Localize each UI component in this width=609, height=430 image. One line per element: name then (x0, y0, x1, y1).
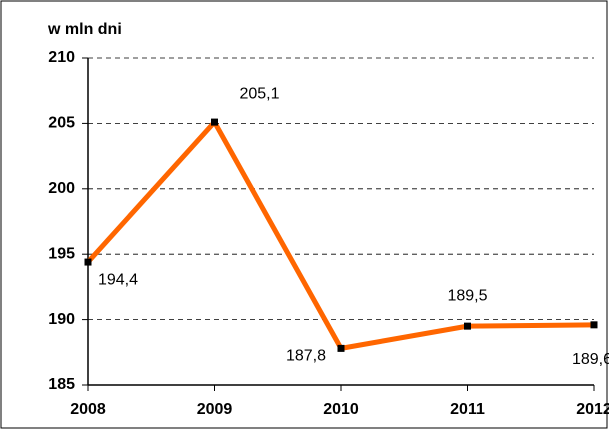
marker (337, 344, 345, 352)
marker (464, 322, 471, 330)
value-label: 194,4 (98, 271, 138, 288)
x-tick-label: 2008 (70, 401, 106, 418)
y-tick-label: 185 (48, 376, 75, 393)
y-tick-label: 210 (48, 49, 75, 66)
x-tick-label: 2012 (576, 401, 609, 418)
marker (84, 258, 92, 266)
y-tick-label: 190 (48, 311, 75, 328)
y-tick-label: 200 (48, 180, 75, 197)
y-axis-label: w mln dni (47, 21, 122, 38)
y-tick-label: 205 (48, 115, 75, 132)
value-label: 187,8 (286, 348, 326, 365)
x-tick-label: 2009 (197, 401, 233, 418)
value-label: 189,5 (447, 287, 487, 304)
value-label: 189,6 (572, 351, 609, 368)
value-label: 205,1 (239, 85, 279, 102)
y-tick-label: 195 (48, 245, 75, 262)
x-tick-label: 2010 (323, 401, 359, 418)
x-tick-label: 2011 (450, 401, 485, 418)
marker (590, 321, 598, 329)
marker (211, 118, 218, 126)
